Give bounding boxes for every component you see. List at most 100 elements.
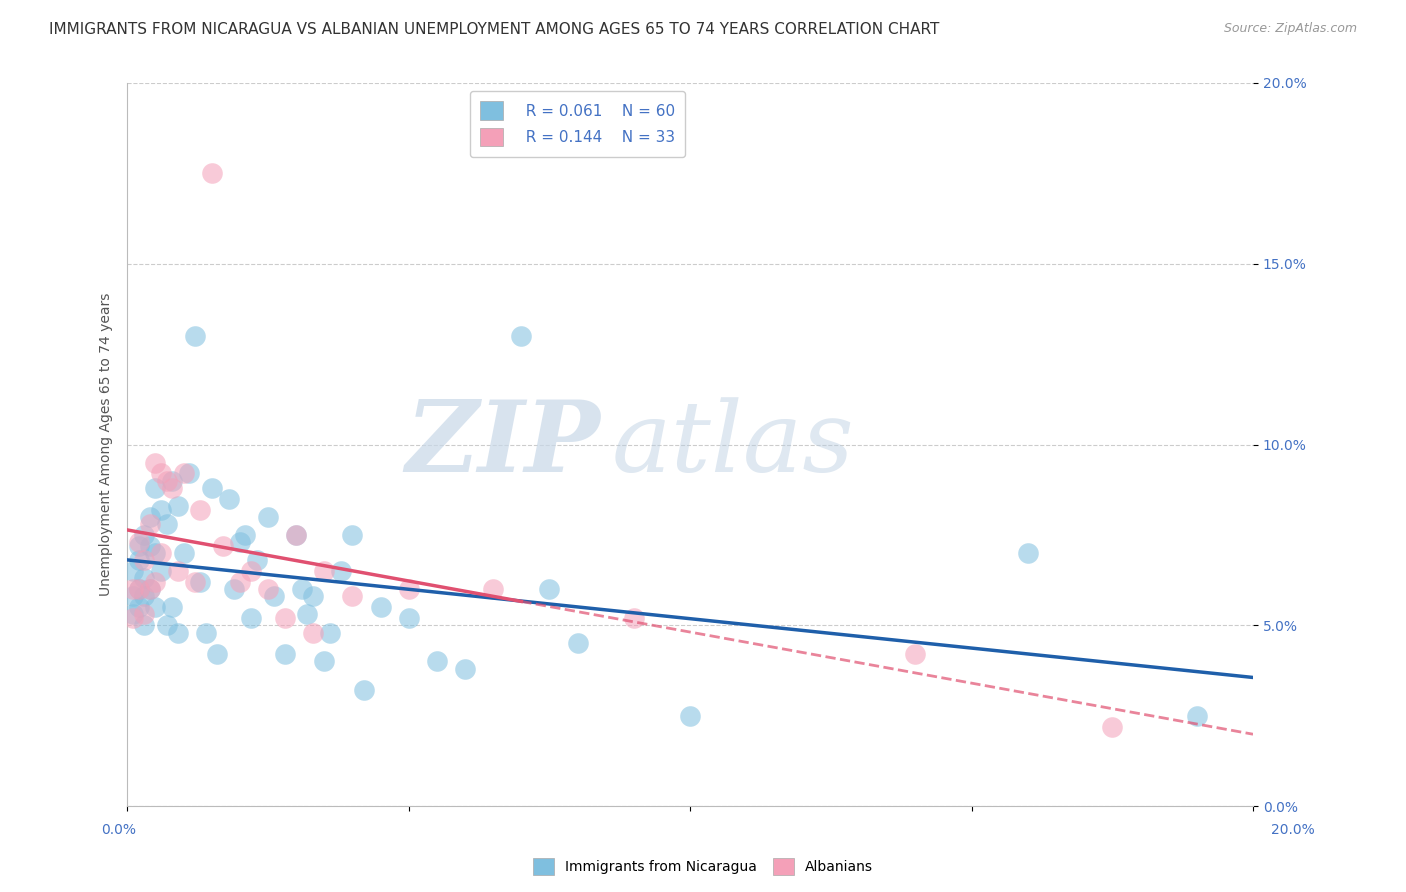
Y-axis label: Unemployment Among Ages 65 to 74 years: Unemployment Among Ages 65 to 74 years	[100, 293, 114, 596]
Point	[623, 611, 645, 625]
Point	[314, 655, 336, 669]
Point	[510, 329, 533, 343]
Point	[1185, 708, 1208, 723]
Point	[139, 509, 162, 524]
Legend:   R = 0.061    N = 60,   R = 0.144    N = 33: R = 0.061 N = 60, R = 0.144 N = 33	[470, 91, 685, 157]
Point	[398, 611, 420, 625]
Point	[122, 564, 145, 578]
Text: ZIP: ZIP	[405, 396, 600, 492]
Point	[167, 564, 190, 578]
Point	[285, 528, 308, 542]
Point	[246, 553, 269, 567]
Point	[145, 481, 167, 495]
Point	[353, 683, 375, 698]
Point	[150, 546, 173, 560]
Point	[156, 474, 179, 488]
Point	[190, 502, 212, 516]
Point	[179, 467, 201, 481]
Point	[426, 655, 449, 669]
Point	[1101, 719, 1123, 733]
Point	[128, 600, 150, 615]
Legend: Immigrants from Nicaragua, Albanians: Immigrants from Nicaragua, Albanians	[527, 853, 879, 880]
Point	[139, 582, 162, 596]
Point	[330, 564, 353, 578]
Point	[229, 535, 252, 549]
Point	[134, 590, 156, 604]
Point	[342, 590, 364, 604]
Point	[128, 553, 150, 567]
Point	[145, 574, 167, 589]
Point	[370, 600, 392, 615]
Point	[184, 329, 207, 343]
Point	[319, 625, 342, 640]
Text: IMMIGRANTS FROM NICARAGUA VS ALBANIAN UNEMPLOYMENT AMONG AGES 65 TO 74 YEARS COR: IMMIGRANTS FROM NICARAGUA VS ALBANIAN UN…	[49, 22, 939, 37]
Point	[156, 618, 179, 632]
Point	[122, 582, 145, 596]
Point	[190, 574, 212, 589]
Point	[162, 600, 184, 615]
Point	[274, 611, 297, 625]
Point	[302, 590, 325, 604]
Point	[145, 546, 167, 560]
Point	[1017, 546, 1039, 560]
Point	[398, 582, 420, 596]
Text: 0.0%: 0.0%	[101, 823, 136, 837]
Point	[134, 528, 156, 542]
Point	[201, 481, 224, 495]
Text: atlas: atlas	[612, 397, 853, 492]
Text: Source: ZipAtlas.com: Source: ZipAtlas.com	[1223, 22, 1357, 36]
Point	[297, 607, 319, 622]
Point	[257, 509, 280, 524]
Point	[285, 528, 308, 542]
Point	[274, 647, 297, 661]
Point	[482, 582, 505, 596]
Point	[207, 647, 229, 661]
Point	[128, 535, 150, 549]
Point	[128, 582, 150, 596]
Point	[139, 539, 162, 553]
Point	[128, 539, 150, 553]
Point	[122, 611, 145, 625]
Point	[150, 502, 173, 516]
Point	[128, 582, 150, 596]
Point	[201, 166, 224, 180]
Point	[167, 625, 190, 640]
Point	[538, 582, 561, 596]
Point	[145, 600, 167, 615]
Point	[235, 528, 257, 542]
Point	[257, 582, 280, 596]
Point	[134, 618, 156, 632]
Point	[291, 582, 314, 596]
Point	[150, 564, 173, 578]
Text: 20.0%: 20.0%	[1271, 823, 1315, 837]
Point	[314, 564, 336, 578]
Point	[145, 456, 167, 470]
Point	[162, 481, 184, 495]
Point	[173, 467, 195, 481]
Point	[167, 499, 190, 513]
Point	[302, 625, 325, 640]
Point	[150, 467, 173, 481]
Point	[122, 607, 145, 622]
Point	[240, 564, 263, 578]
Point	[184, 574, 207, 589]
Point	[567, 636, 589, 650]
Point	[218, 491, 240, 506]
Point	[212, 539, 235, 553]
Point	[122, 590, 145, 604]
Point	[173, 546, 195, 560]
Point	[240, 611, 263, 625]
Point	[454, 662, 477, 676]
Point	[904, 647, 927, 661]
Point	[229, 574, 252, 589]
Point	[263, 590, 285, 604]
Point	[134, 571, 156, 585]
Point	[224, 582, 246, 596]
Point	[162, 474, 184, 488]
Point	[156, 516, 179, 531]
Point	[139, 516, 162, 531]
Point	[342, 528, 364, 542]
Point	[134, 607, 156, 622]
Point	[134, 553, 156, 567]
Point	[195, 625, 218, 640]
